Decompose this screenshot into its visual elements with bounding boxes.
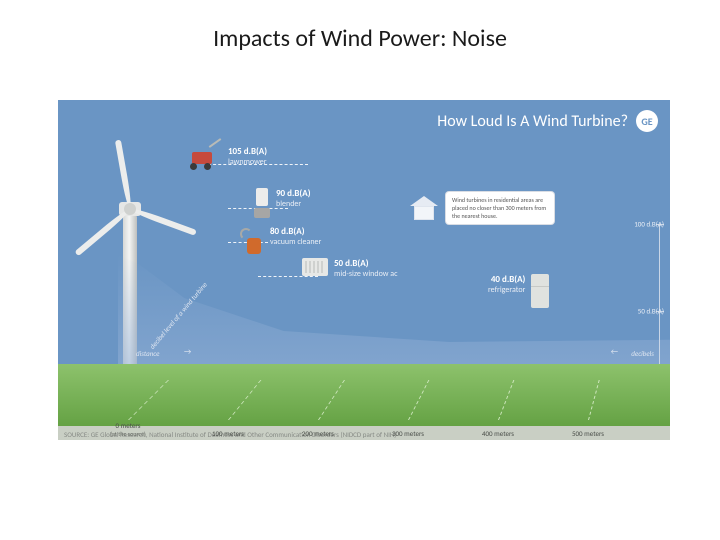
house-icon [410,196,438,220]
distance-tick-label: 100 meters [212,429,244,438]
item-db: 90 d.B(A) [276,188,311,199]
item-blender: 90 d.B(A) blender [254,188,311,218]
blender-icon [254,188,270,218]
item-ac: 50 d.B(A) mid-size window ac [302,258,398,279]
item-name: vacuum cleaner [270,237,321,247]
sky-region: How Loud Is A Wind Turbine? GE decibel l… [58,100,670,440]
brand-badge-icon: GE [636,110,658,132]
ground-tick-line [228,380,261,420]
item-name: refrigerator [488,285,525,295]
ground-region [58,364,670,426]
vacuum-icon [244,226,264,254]
item-db: 80 d.B(A) [270,226,321,237]
decibel-axis: 100 d.B(A) 50 d.B(A) [634,224,664,364]
infographic-panel: How Loud Is A Wind Turbine? GE decibel l… [58,100,670,440]
item-vacuum: 80 d.B(A) vacuum cleaner [244,226,321,254]
refrigerator-icon [531,274,549,308]
distance-tick-label: 400 meters [482,429,514,438]
ac-icon [302,258,328,276]
item-name: mid-size window ac [334,269,398,279]
ground-tick-line [318,380,345,420]
item-lawnmower: 105 d.B(A) lawnmower [188,146,267,168]
arrow-icon: → [184,347,191,357]
distance-tick-label: 0 meters(at the source) [110,421,146,438]
item-db: 40 d.B(A) [488,274,525,285]
item-db: 50 d.B(A) [334,258,398,269]
ground-tick-line [408,380,429,420]
distance-tick-label: 500 meters [572,429,604,438]
item-house [410,196,438,220]
ground-tick-line [128,380,169,420]
item-db: 105 d.B(A) [228,146,267,157]
axis-tick-label: 50 d.B(A) [638,306,664,315]
infographic-title: How Loud Is A Wind Turbine? GE [437,110,658,132]
lawnmower-icon [188,146,222,168]
decibel-axis-label: decibels [631,349,654,358]
distance-tick-label: 300 meters [392,429,424,438]
item-name: blender [276,199,311,209]
distance-tick-label: 200 meters [302,429,334,438]
distance-axis-label: distance [136,349,160,358]
ground-tick-line [588,380,600,420]
item-name: lawnmower [228,157,267,167]
item-fridge: 40 d.B(A) refrigerator [488,274,549,308]
arrow-icon: ← [611,347,618,357]
axis-tick-label: 100 d.B(A) [634,220,664,229]
infographic-title-text: How Loud Is A Wind Turbine? [437,112,628,131]
page-title: Impacts of Wind Power: Noise [0,0,720,53]
ground-tick-line [498,380,514,420]
house-callout: Wind turbines in residential areas are p… [446,192,554,224]
